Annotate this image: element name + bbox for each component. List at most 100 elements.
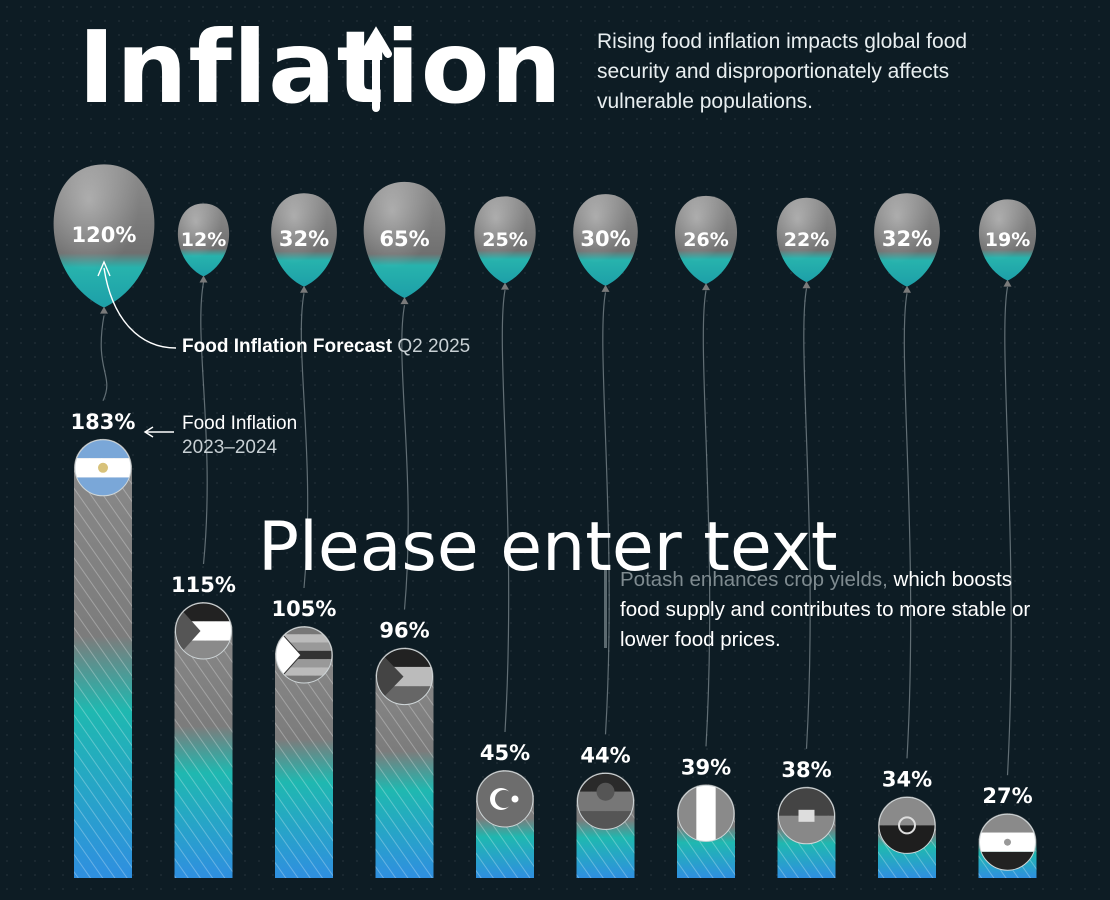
balloon-string xyxy=(1004,286,1012,776)
balloon-shine xyxy=(474,196,536,284)
balloon-6: 26% xyxy=(674,195,738,291)
zimbabwe-flag xyxy=(275,626,333,684)
bar-value-label: 45% xyxy=(480,741,530,765)
balloon-shine xyxy=(53,164,155,308)
balloon-shine xyxy=(776,197,837,283)
flag-ring xyxy=(778,787,835,845)
balloon-value-label: 65% xyxy=(379,227,429,251)
balloon-5: 30% xyxy=(573,194,638,292)
bar-value-label: 44% xyxy=(580,743,630,767)
balloon-value-label: 22% xyxy=(784,229,829,251)
note-divider xyxy=(604,570,607,648)
south-sudan-flag xyxy=(376,648,433,706)
bar-hatch xyxy=(375,647,434,878)
malawi-flag xyxy=(577,772,634,830)
balloon-string xyxy=(903,293,912,759)
balloon-string xyxy=(501,289,510,733)
bar-value-label: 183% xyxy=(71,410,136,434)
balloon-knot xyxy=(400,297,409,305)
flag-ring xyxy=(175,602,232,660)
note-highlight: Potash enhances crop yields, xyxy=(620,568,888,591)
balloon-1: 12% xyxy=(177,203,230,283)
balloon-shine xyxy=(177,203,230,277)
balloon-shine xyxy=(573,194,638,286)
balloon-knot xyxy=(501,282,509,290)
balloon-value-label: 25% xyxy=(482,229,527,251)
balloon-value-label: 32% xyxy=(882,227,932,251)
bar-4 xyxy=(476,770,534,878)
balloon-string xyxy=(602,292,610,735)
balloon-knot xyxy=(100,306,108,314)
bar-value-label: 115% xyxy=(171,573,236,597)
bar-8 xyxy=(878,796,936,878)
bar-6 xyxy=(677,784,735,878)
bar-2 xyxy=(275,626,333,878)
bar-value-label: 96% xyxy=(379,619,429,643)
forecast-arrow xyxy=(103,267,177,349)
balloon-knot xyxy=(601,284,610,292)
flag-ring xyxy=(577,772,634,830)
placeholder-overlay-text[interactable]: Please enter text xyxy=(258,508,838,587)
flag-ring xyxy=(376,648,433,706)
balloon-value-label: 19% xyxy=(985,229,1030,251)
bar-1 xyxy=(174,602,233,878)
balloon-shine xyxy=(978,199,1037,281)
balloon-knot xyxy=(903,285,911,293)
bar-hatch xyxy=(174,602,233,878)
forecast-legend-label: Food Inflation Forecast Q2 2025 xyxy=(182,336,470,358)
inflation-label: Food Inflation xyxy=(182,413,298,434)
balloon-shine xyxy=(874,193,940,287)
balloon-string xyxy=(803,288,811,749)
egypt-flag xyxy=(979,813,1036,871)
balloon-value-label: 12% xyxy=(181,229,226,251)
nigeria-flag xyxy=(677,784,735,842)
page-title: Inflation xyxy=(78,9,563,126)
balloon-4: 25% xyxy=(474,196,536,290)
balloon-value-label: 26% xyxy=(683,229,728,251)
note-rest: which boosts food supply and contributes… xyxy=(620,568,1031,651)
balloon-string xyxy=(100,315,108,402)
balloon-knot xyxy=(802,281,811,289)
forecast-period: Q2 2025 xyxy=(397,336,471,357)
flag-ring xyxy=(74,439,132,497)
balloon-value-label: 30% xyxy=(580,227,630,251)
bar-3 xyxy=(375,647,434,878)
forecast-label: Food Inflation Forecast xyxy=(182,336,393,357)
flag-ring xyxy=(878,796,936,854)
inflation-legend-label: Food Inflation 2023–2024 xyxy=(182,412,297,460)
bar-7 xyxy=(777,786,836,878)
balloon-shine xyxy=(674,195,738,285)
balloon-string xyxy=(702,290,711,747)
balloon-9: 19% xyxy=(978,199,1037,287)
balloon-shine xyxy=(363,181,446,299)
balloon-value-label: 120% xyxy=(72,223,137,247)
balloon-8: 32% xyxy=(874,193,940,293)
bar-9 xyxy=(978,813,1037,878)
balloon-7: 22% xyxy=(776,197,837,289)
balloon-0: 120% xyxy=(53,164,155,314)
title-up-arrow-icon xyxy=(360,26,392,112)
bar-hatch xyxy=(74,438,132,878)
page-subtitle: Rising food inflation impacts global foo… xyxy=(597,30,968,113)
balloon-string xyxy=(401,305,409,610)
balloon-knot xyxy=(702,283,710,291)
bar-hatch xyxy=(275,626,333,878)
note-text: Potash enhances crop yields, which boost… xyxy=(620,565,1050,655)
balloon-2: 32% xyxy=(271,193,337,293)
balloon-knot xyxy=(1003,279,1012,287)
balloon-3: 65% xyxy=(363,181,446,305)
bar-value-label: 39% xyxy=(681,755,731,779)
bar-5 xyxy=(576,772,635,878)
bar-value-label: 27% xyxy=(982,784,1032,808)
inflation-period: 2023–2024 xyxy=(182,437,278,458)
flag-ring xyxy=(275,626,333,684)
bar-value-label: 34% xyxy=(882,767,932,791)
bar-value-label: 105% xyxy=(272,597,337,621)
balloon-shine xyxy=(271,193,337,287)
forecast-arrow-head xyxy=(97,260,111,277)
balloon-knot xyxy=(199,275,208,283)
argentina-flag xyxy=(74,439,132,497)
balloon-string xyxy=(200,282,208,565)
flag-ring xyxy=(677,784,735,842)
